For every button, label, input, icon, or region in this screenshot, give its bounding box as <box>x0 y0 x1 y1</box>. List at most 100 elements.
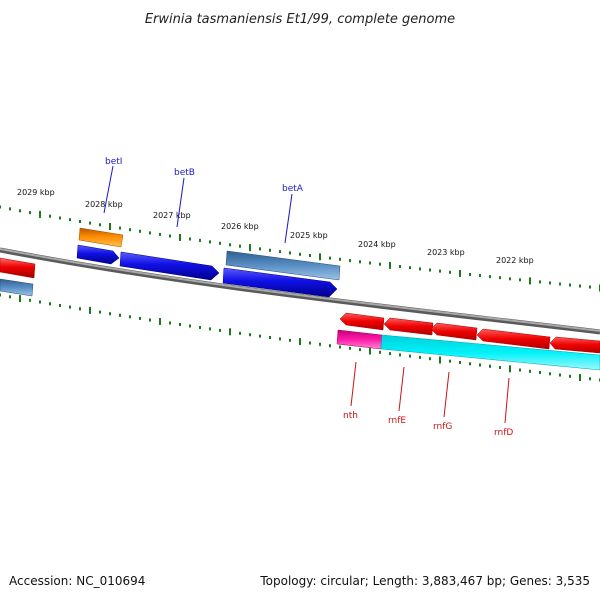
scale-minor-tick <box>399 265 401 269</box>
scale-minor-tick <box>69 218 71 222</box>
gene-rnfG-cds[interactable] <box>430 322 478 341</box>
scale-major-tick <box>299 338 301 346</box>
scale-minor-tick <box>259 334 261 338</box>
scale-minor-tick <box>409 354 411 358</box>
scale-minor-tick <box>329 256 331 260</box>
scale-minor-tick <box>469 362 471 366</box>
scale-label-2027: 2027 kbp <box>153 211 191 220</box>
scale-minor-tick <box>99 223 101 227</box>
scale-minor-tick <box>239 244 241 248</box>
scale-minor-tick <box>259 247 261 251</box>
scale-minor-tick <box>449 270 451 274</box>
scale-minor-tick <box>79 219 81 223</box>
scale-minor-tick <box>249 333 251 337</box>
gene-red-left-edge[interactable] <box>0 257 36 279</box>
scale-minor-tick <box>389 352 391 356</box>
leader-rnfE <box>398 366 405 412</box>
scale-minor-tick <box>59 304 61 307</box>
scale-minor-tick <box>29 298 31 302</box>
scale-minor-tick <box>0 205 1 209</box>
scale-minor-tick <box>289 251 291 255</box>
scale-minor-tick <box>309 341 311 345</box>
gene-label-rnfG[interactable]: rnfG <box>433 422 452 432</box>
map-title: Erwinia tasmaniensis Et1/99, complete ge… <box>145 12 455 27</box>
genome-backbone <box>0 247 600 335</box>
scale-major-tick <box>89 306 91 314</box>
gene-label-betB[interactable]: betB <box>174 168 195 178</box>
gene-label-rnfE[interactable]: rnfE <box>388 416 406 426</box>
scale-minor-tick <box>139 316 141 320</box>
leader-betI <box>103 165 114 214</box>
scale-major-tick <box>179 234 181 241</box>
scale-minor-tick <box>549 372 551 376</box>
scale-minor-tick <box>439 269 441 273</box>
scale-minor-tick <box>409 266 411 270</box>
scale-minor-tick <box>169 234 171 238</box>
gene-betB-precursor-cds[interactable] <box>76 244 120 265</box>
scale-minor-tick <box>49 302 51 306</box>
scale-minor-tick <box>129 315 131 319</box>
gene-labels: betI betB betA nth rnfE rnfG rnfD <box>105 157 513 438</box>
scale-minor-tick <box>39 300 41 304</box>
gene-betI-cds[interactable] <box>78 227 124 248</box>
scale-minor-tick <box>169 321 171 325</box>
reverse-strand-genes <box>336 312 600 371</box>
scale-major-tick <box>369 347 371 355</box>
gene-nth-cds[interactable] <box>339 312 385 331</box>
gene-label-rnfD[interactable]: rnfD <box>494 428 513 438</box>
gene-red-right-edge[interactable] <box>549 336 600 354</box>
scale-minor-tick <box>149 318 151 322</box>
scale-minor-tick <box>539 280 541 284</box>
gene-rnfD-cds[interactable] <box>476 328 551 350</box>
scale-minor-tick <box>489 364 491 368</box>
scale-minor-tick <box>499 276 501 280</box>
gene-label-nth[interactable]: nth <box>343 411 358 421</box>
scale-minor-tick <box>569 283 571 287</box>
scale-minor-tick <box>479 274 481 277</box>
scale-minor-tick <box>69 305 71 309</box>
scale-minor-tick <box>189 237 191 241</box>
accession-text: Accession: NC_010694 <box>9 574 146 588</box>
scale-minor-tick <box>499 366 501 369</box>
scale-minor-tick <box>379 262 381 266</box>
scale-minor-tick <box>279 337 281 341</box>
scale-minor-tick <box>399 353 401 357</box>
scale-minor-tick <box>519 278 521 282</box>
scale-minor-tick <box>339 257 341 261</box>
scale-minor-tick <box>349 346 351 350</box>
gene-nth-mrna[interactable] <box>336 329 383 350</box>
gene-rnfE-cds[interactable] <box>383 317 434 336</box>
scale-label-2025: 2025 kbp <box>290 231 328 240</box>
scale-minor-tick <box>79 307 81 311</box>
scale-major-tick <box>529 277 531 285</box>
scale-major-tick <box>159 318 161 325</box>
leader-rnfD <box>504 377 510 424</box>
scale-minor-tick <box>29 211 31 215</box>
scale-minor-tick <box>179 323 181 326</box>
scale-minor-tick <box>19 209 21 213</box>
scale-label-2022: 2022 kbp <box>496 256 534 265</box>
scale-minor-tick <box>119 226 121 230</box>
gene-label-betI[interactable]: betI <box>105 157 122 167</box>
scale-minor-tick <box>549 281 551 285</box>
scale-minor-tick <box>219 241 221 245</box>
gene-betA-cds[interactable] <box>222 267 338 298</box>
scale-minor-tick <box>289 338 291 342</box>
scale-major-tick <box>229 328 231 336</box>
gene-betB-cds[interactable] <box>119 251 220 281</box>
gene-betA-mrna[interactable] <box>225 250 341 281</box>
scale-major-tick <box>319 253 321 261</box>
scale-minor-tick <box>329 344 331 348</box>
gene-label-betA[interactable]: betA <box>282 184 304 194</box>
gene-steel-left-edge[interactable] <box>0 278 34 297</box>
scale-minor-tick <box>589 377 591 381</box>
scale-minor-tick <box>379 350 381 354</box>
scale-minor-tick <box>99 310 101 314</box>
scale-minor-tick <box>579 284 581 288</box>
leader-rnfG <box>443 371 450 418</box>
gene-rnf-operon-mrna[interactable] <box>380 334 600 371</box>
scale-minor-tick <box>489 275 491 279</box>
scale-minor-tick <box>529 369 531 373</box>
scale-minor-tick <box>9 295 11 299</box>
scale-minor-tick <box>129 228 131 232</box>
